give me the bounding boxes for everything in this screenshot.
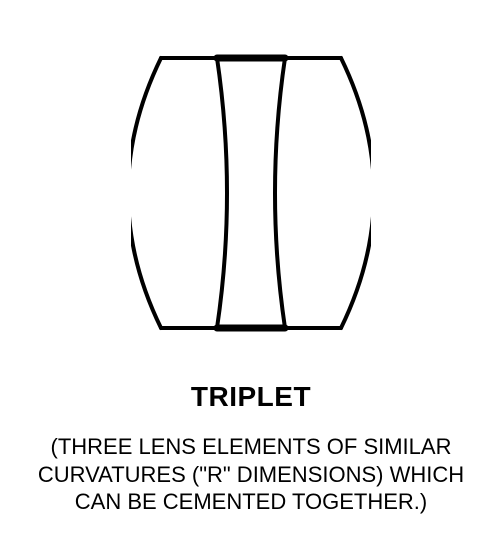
diagram-caption: (THREE LENS ELEMENTS OF SIMILAR CURVATUR…: [26, 433, 476, 516]
caption-line-1: (THREE LENS ELEMENTS OF SIMILAR: [51, 434, 452, 459]
caption-line-3: CAN BE CEMENTED TOGETHER.): [75, 489, 427, 514]
lens-diagram: [131, 38, 371, 353]
triplet-lens-svg: [131, 38, 371, 348]
figure-container: TRIPLET (THREE LENS ELEMENTS OF SIMILAR …: [0, 0, 502, 555]
diagram-title: TRIPLET: [191, 381, 311, 413]
caption-line-2: CURVATURES ("R" DIMENSIONS) WHICH: [38, 462, 464, 487]
